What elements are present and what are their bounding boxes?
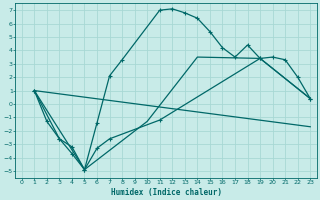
- X-axis label: Humidex (Indice chaleur): Humidex (Indice chaleur): [110, 188, 221, 197]
